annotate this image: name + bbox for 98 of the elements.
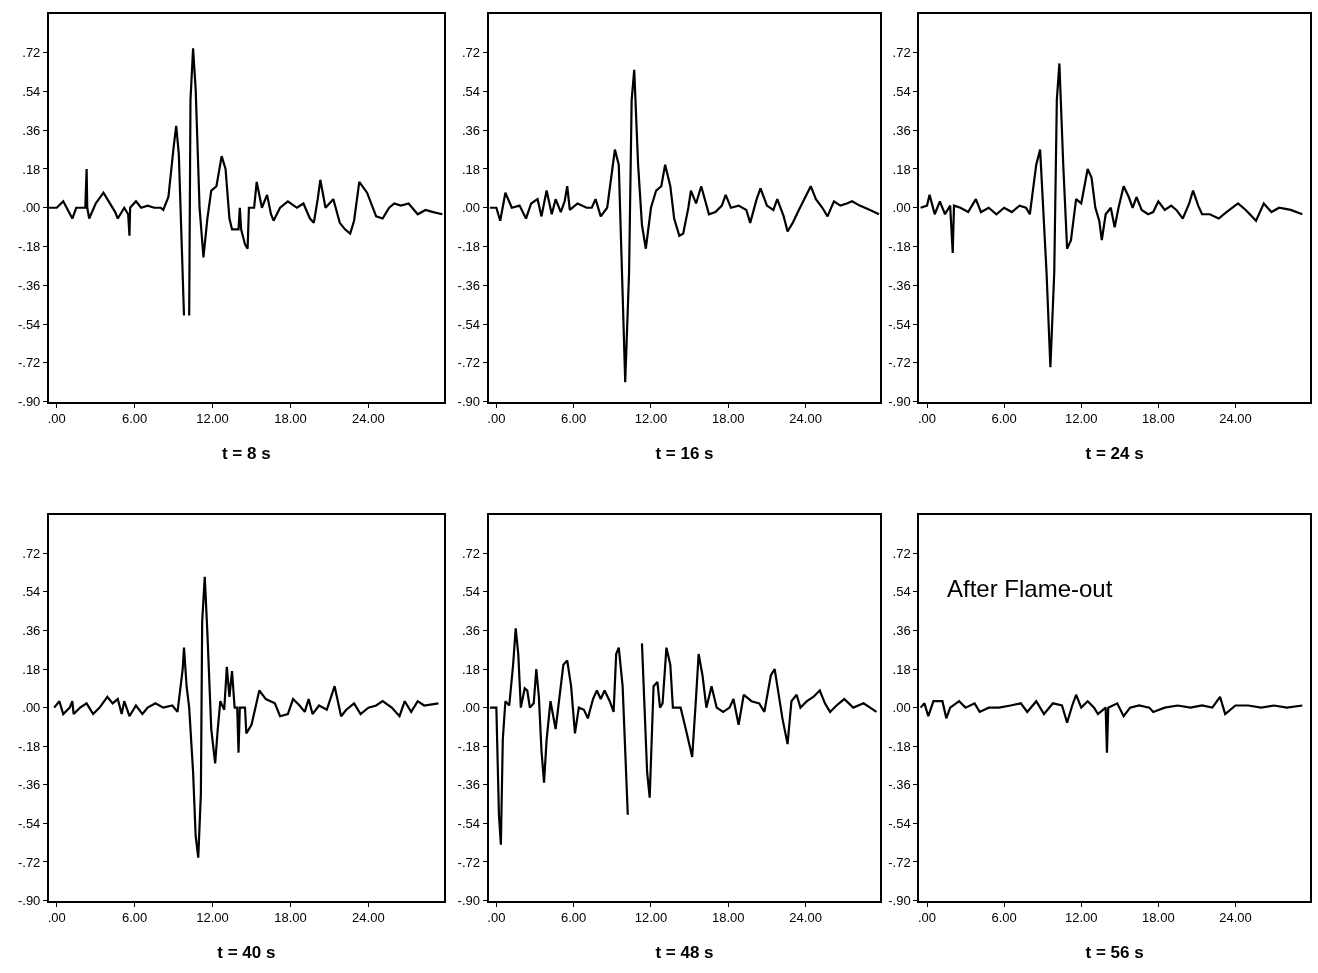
y-tick-label: -.72 — [457, 854, 481, 870]
y-tick-label: -.18 — [888, 239, 911, 255]
y-tick-label: -.18 — [888, 738, 911, 754]
y-tick-label: .00 — [892, 200, 911, 216]
y-tick-label: -.36 — [457, 277, 481, 293]
x-tick-label: .00 — [917, 411, 937, 427]
y-tick-label: .18 — [22, 661, 41, 677]
y-tick-label: -.72 — [888, 355, 911, 371]
x-tick-label: 24.00 — [789, 910, 822, 926]
x-tick-label: 6.00 — [122, 910, 148, 926]
x-tick-label: 12.00 — [196, 910, 229, 926]
y-tick-label: .00 — [461, 200, 481, 216]
x-tick-label: 18.00 — [712, 910, 745, 926]
line-series — [53, 575, 440, 859]
x-tick-label: .00 — [487, 411, 506, 427]
x-tick-label: 6.00 — [561, 910, 587, 926]
y-tick-label: -.90 — [457, 893, 481, 909]
x-axis-title: t = 24 s — [1085, 444, 1144, 464]
x-tick-label: 12.00 — [196, 411, 229, 427]
y-tick-label: .36 — [461, 122, 481, 138]
y-tick-label: .18 — [461, 161, 481, 177]
x-tick-label: 24.00 — [352, 411, 385, 427]
y-tick-label: -.72 — [17, 355, 41, 371]
x-tick-label: .00 — [917, 910, 937, 926]
x-tick-label: 18.00 — [1142, 411, 1175, 427]
x-tick-label: 12.00 — [1064, 910, 1098, 926]
x-tick-label: 6.00 — [561, 411, 587, 427]
y-tick-label: -.36 — [17, 777, 41, 793]
x-axis-title: t = 48 s — [655, 943, 714, 963]
y-tick-label: -.90 — [17, 394, 41, 410]
y-tick-label: .00 — [892, 700, 911, 716]
y-tick-label: -.18 — [17, 239, 41, 255]
x-tick-label: 24.00 — [789, 411, 822, 427]
y-tick-label: -.54 — [17, 316, 41, 332]
y-tick-label: .18 — [892, 661, 911, 677]
y-tick-label: -.36 — [17, 277, 41, 293]
x-axis-title: t = 16 s — [655, 444, 714, 464]
y-tick-label: -.90 — [17, 893, 41, 909]
y-tick-label: -.54 — [457, 815, 481, 831]
y-tick-label: -.90 — [888, 893, 911, 909]
y-tick-label: -.72 — [457, 355, 481, 371]
y-tick-label: -.36 — [888, 277, 911, 293]
y-tick-label: .72 — [22, 45, 41, 61]
y-tick-label: -.54 — [888, 815, 911, 831]
x-tick-label: 6.00 — [991, 910, 1017, 926]
y-tick-label: .54 — [22, 83, 41, 99]
x-tick-label: .00 — [47, 411, 66, 427]
x-tick-label: 18.00 — [274, 910, 307, 926]
x-tick-label: 12.00 — [634, 411, 668, 427]
x-tick-label: .00 — [487, 910, 506, 926]
x-tick-label: 6.00 — [122, 411, 148, 427]
y-tick-label: .36 — [22, 623, 41, 639]
annotation: After Flame-out — [947, 575, 1113, 602]
x-tick-label: 24.00 — [352, 910, 385, 926]
y-tick-label: .54 — [461, 584, 481, 600]
x-tick-label: 18.00 — [274, 411, 307, 427]
y-tick-label: .36 — [22, 122, 41, 138]
x-axis-title: t = 40 s — [217, 943, 276, 963]
y-tick-label: .36 — [892, 122, 911, 138]
y-tick-label: -.54 — [457, 316, 481, 332]
y-tick-label: .72 — [22, 545, 41, 561]
y-tick-label: -.72 — [17, 854, 41, 870]
y-tick-label: -.36 — [457, 777, 481, 793]
y-tick-label: .54 — [892, 584, 911, 600]
y-tick-label: .36 — [461, 623, 481, 639]
y-tick-label: .36 — [892, 623, 911, 639]
y-tick-label: .18 — [461, 661, 481, 677]
y-tick-label: -.18 — [17, 738, 41, 754]
y-tick-label: .18 — [22, 161, 41, 177]
x-tick-label: 24.00 — [1219, 411, 1252, 427]
y-tick-label: -.90 — [457, 394, 481, 410]
y-tick-label: -.54 — [17, 815, 41, 831]
y-tick-label: -.36 — [888, 777, 911, 793]
y-tick-label: .00 — [22, 700, 41, 716]
y-tick-label: .54 — [22, 584, 41, 600]
x-tick-label: .00 — [47, 910, 66, 926]
y-tick-label: .54 — [892, 83, 911, 99]
y-tick-label: .00 — [461, 700, 481, 716]
y-tick-label: -.90 — [888, 394, 911, 410]
y-tick-label: -.18 — [457, 738, 481, 754]
x-tick-label: 24.00 — [1219, 910, 1252, 926]
y-tick-label: -.54 — [888, 316, 911, 332]
x-tick-label: 12.00 — [1064, 411, 1098, 427]
y-tick-label: -.72 — [888, 854, 911, 870]
y-tick-label: .72 — [892, 45, 911, 61]
y-tick-label: .00 — [22, 200, 41, 216]
y-tick-label: .72 — [461, 545, 481, 561]
x-axis-title: t = 8 s — [221, 444, 271, 464]
y-tick-label: .18 — [892, 161, 911, 177]
y-tick-label: -.18 — [457, 239, 481, 255]
x-tick-label: 18.00 — [712, 411, 745, 427]
x-tick-label: 6.00 — [991, 411, 1017, 427]
y-tick-label: .54 — [461, 83, 481, 99]
x-axis-title: t = 56 s — [1085, 943, 1144, 963]
y-tick-label: .72 — [461, 45, 481, 61]
x-tick-label: 18.00 — [1142, 910, 1175, 926]
y-tick-label: .72 — [892, 545, 911, 561]
x-tick-label: 12.00 — [634, 910, 668, 926]
